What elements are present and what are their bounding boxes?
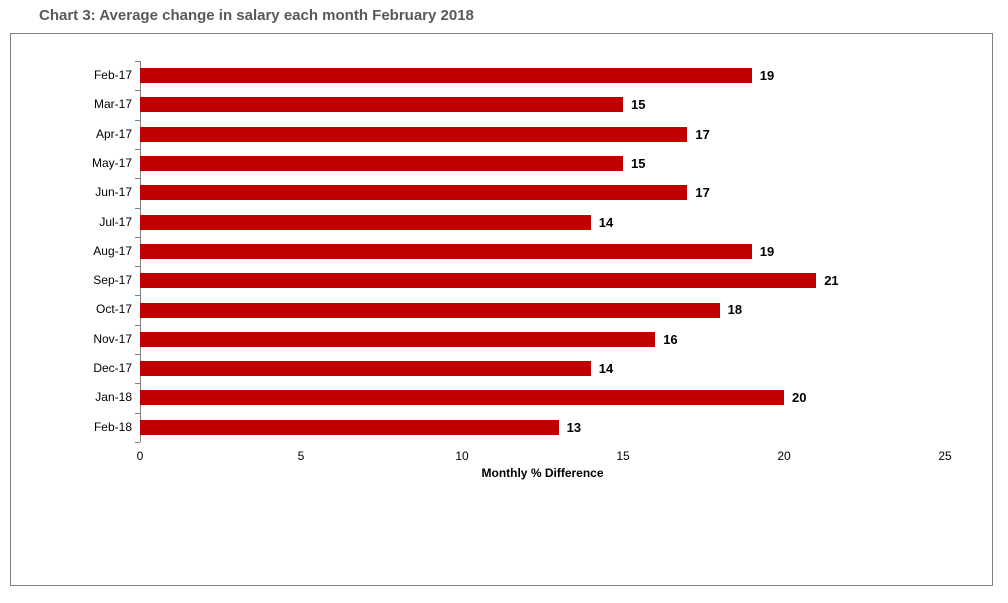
category-label: Jun-17 (95, 185, 132, 200)
bar (140, 331, 656, 347)
y-axis-tick (135, 178, 140, 180)
category-label: Sep-17 (93, 273, 132, 288)
bar-value-label: 20 (792, 390, 807, 406)
bar-value-label: 14 (598, 214, 614, 230)
x-axis-title: Monthly % Difference (481, 465, 604, 480)
bar (140, 273, 817, 289)
category-label: Oct-17 (95, 302, 132, 317)
bar (140, 390, 784, 406)
bar (140, 185, 688, 201)
chart-title: Chart 3: Average change in salary each m… (39, 7, 474, 24)
chart-frame: Feb-17 19 Mar-17 15 Apr-17 17 May-17 15 Jun-17 17… (10, 33, 993, 586)
bar-value-label: 13 (566, 419, 582, 435)
category-label: Dec-17 (93, 361, 132, 375)
category-label: Jul-17 (99, 214, 132, 229)
plot-area: Feb-17 19 Mar-17 15 Apr-17 17 May-17 15 Jun-17 17… (11, 34, 992, 585)
x-axis-tick-label: 25 (938, 448, 952, 463)
x-axis-tick-label: 0 (136, 448, 144, 463)
x-axis-tick-label: 15 (616, 448, 630, 463)
bar (140, 361, 591, 377)
category-label: Apr-17 (95, 126, 132, 141)
category-label: Aug-17 (93, 243, 132, 258)
bar (140, 156, 623, 172)
y-axis-tick (135, 148, 140, 150)
x-axis-tick-label: 5 (297, 448, 305, 463)
y-axis-tick (135, 412, 140, 414)
y-axis-tick (135, 266, 140, 268)
bar-value-label: 21 (824, 273, 839, 289)
bar-value-label: 14 (598, 361, 614, 376)
y-axis-tick (135, 324, 140, 326)
y-axis-tick (135, 207, 140, 209)
bar (140, 419, 559, 435)
bar (140, 214, 591, 230)
y-axis-tick (135, 61, 140, 62)
bar-value-label: 17 (695, 185, 710, 201)
bar-value-label: 17 (695, 126, 710, 142)
category-label: Nov-17 (93, 331, 132, 346)
y-axis-tick (135, 119, 140, 121)
category-label: Feb-17 (93, 68, 132, 82)
x-axis-tick-label: 10 (455, 448, 469, 463)
bar-value-label: 18 (727, 302, 743, 318)
bar-value-label: 19 (759, 68, 775, 83)
bar-value-label: 15 (631, 97, 646, 113)
bar-value-label: 19 (759, 243, 775, 259)
bar-value-label: 16 (663, 331, 678, 347)
y-axis-tick (135, 441, 140, 443)
y-axis-tick (135, 236, 140, 238)
y-axis-tick (135, 383, 140, 385)
category-label: May-17 (91, 155, 132, 170)
category-label: Jan-18 (95, 390, 132, 405)
bar (140, 302, 720, 318)
y-axis-tick (135, 295, 140, 297)
x-axis-tick-label: 20 (777, 448, 791, 463)
category-label: Feb-18 (93, 419, 132, 434)
y-axis-tick (135, 90, 140, 92)
bar (140, 68, 752, 84)
bar (140, 126, 688, 142)
bar (140, 97, 623, 113)
category-label: Mar-17 (93, 97, 132, 112)
bar-value-label: 15 (631, 155, 646, 171)
bar (140, 243, 752, 259)
y-axis-tick (135, 354, 140, 355)
